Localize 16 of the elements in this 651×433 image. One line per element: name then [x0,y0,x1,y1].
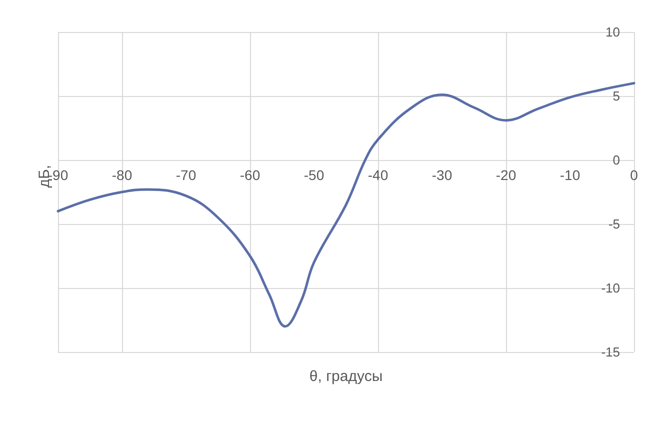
y-tick-label: -10 [601,280,620,296]
y-tick-label: 0 [612,152,620,168]
y-tick-label: -5 [608,216,620,232]
y-tick-label: 10 [606,24,620,40]
x-axis-title: θ, градусы [309,368,383,385]
x-tick-label: -40 [368,167,388,183]
x-tick-label: -60 [240,167,260,183]
x-tick-label: -80 [112,167,132,183]
x-tick-label: -70 [176,167,196,183]
y-tick-label: -15 [601,344,620,360]
x-tick-label: -20 [496,167,516,183]
y-tick-label: 5 [612,88,620,104]
x-tick-label: -10 [560,167,580,183]
x-tick-label: 0 [630,167,638,183]
x-tick-label: -50 [304,167,324,183]
x-tick-label: -30 [432,167,452,183]
